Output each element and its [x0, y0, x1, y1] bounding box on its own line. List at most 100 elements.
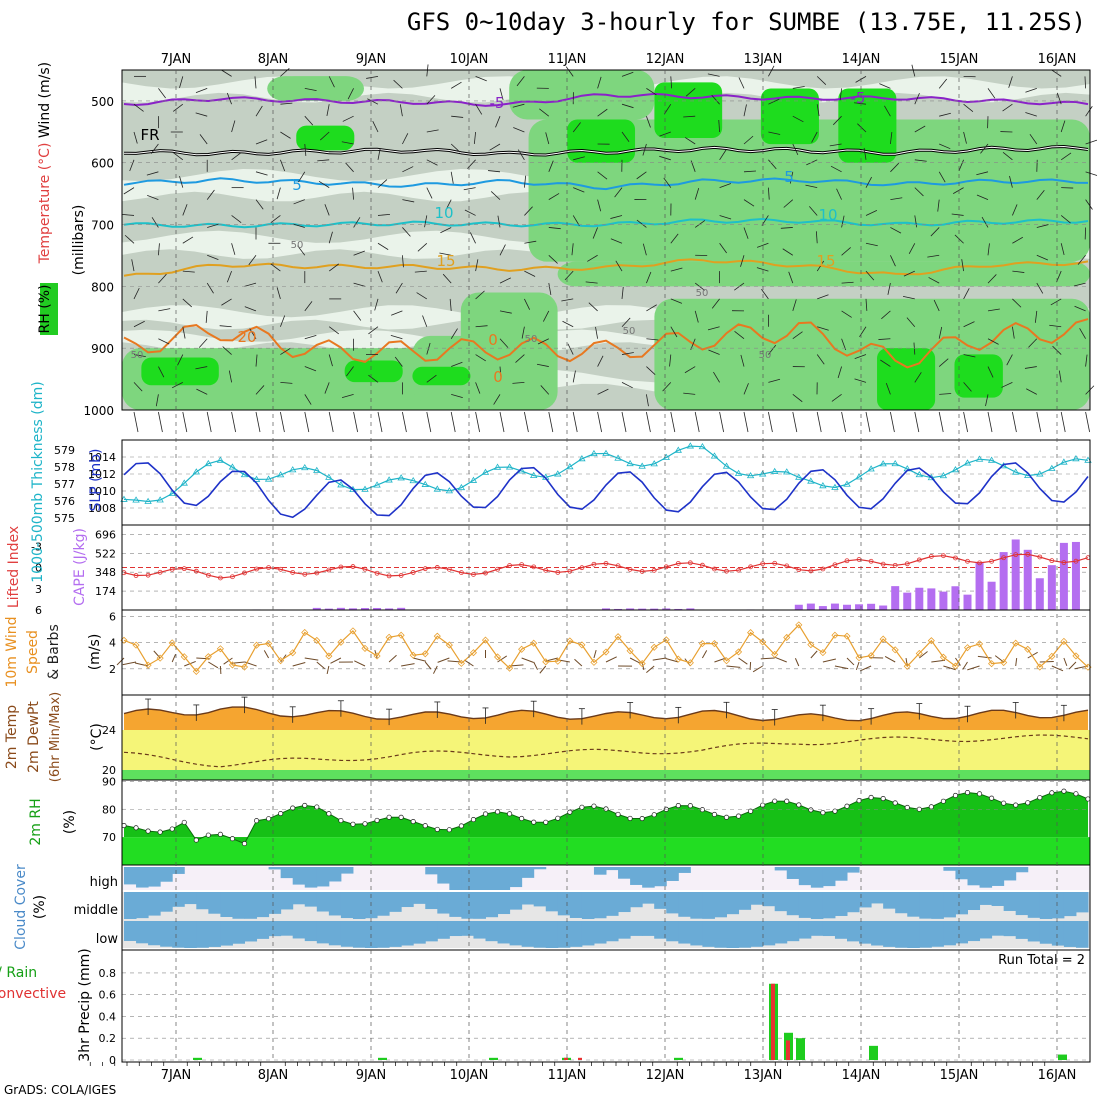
wind-barb [564, 270, 574, 281]
wind-barb-10m [1027, 651, 1038, 659]
wind-barb [255, 139, 268, 145]
precip-tick-label: 0.4 [99, 1010, 117, 1023]
temp-contour-5 [123, 177, 1089, 191]
wind-barb [304, 143, 307, 156]
wind-barb [416, 292, 428, 300]
wind-speed-point [542, 658, 550, 666]
wind-barb-10m [230, 661, 245, 664]
wind-barb [572, 122, 581, 133]
wind-barb [129, 159, 135, 172]
thickness-point [746, 471, 755, 479]
cloud-middle-bar [690, 892, 703, 919]
wind-barb [377, 147, 381, 160]
temp-tick-label: 20 [102, 764, 116, 777]
li-point [820, 566, 826, 572]
wind-barb [366, 75, 379, 79]
rh-point [374, 817, 380, 823]
cape-bar [939, 591, 948, 610]
rh-point [362, 821, 368, 827]
rh-point [832, 808, 838, 814]
wind-barb [621, 352, 634, 355]
thickness-point [361, 485, 369, 492]
wind-barb [597, 388, 609, 395]
surface-barb [865, 411, 871, 433]
thickness-point [975, 455, 984, 462]
cloud-middle-bar [919, 892, 932, 919]
wind-barb [708, 349, 720, 355]
rh-point [326, 811, 332, 817]
wind-barb [297, 245, 306, 256]
wind-barb [328, 354, 333, 367]
thickness-point [1072, 455, 1080, 462]
wind-barb [780, 227, 793, 229]
wind-barb [1034, 310, 1038, 323]
wind-barb [1024, 366, 1037, 369]
wind-barb [718, 120, 720, 133]
contour-label: 5 [784, 168, 794, 186]
wind-barb [1060, 120, 1066, 133]
wind-barb [488, 170, 501, 173]
contour-label: 0 [493, 368, 503, 386]
wind-barb-10m [967, 665, 980, 671]
wind-speed-point [626, 647, 634, 655]
wind-barb [621, 317, 631, 328]
cloud-middle-bar [136, 892, 149, 919]
surface-barb [377, 411, 383, 433]
wind-barb [903, 270, 915, 277]
li-point [639, 569, 645, 574]
wind-barb [499, 310, 512, 314]
ylabel-rh: RH (%) [37, 285, 53, 334]
temp-line [123, 706, 1089, 722]
cloud-low-bar [497, 921, 511, 944]
wind-barb-10m [521, 657, 534, 663]
wind-barb [255, 171, 268, 176]
cloud-high-bar [943, 867, 956, 871]
li-point [880, 561, 886, 567]
li-point [1073, 558, 1079, 564]
rh-point [928, 804, 934, 810]
wind-barb [839, 88, 842, 101]
cloud-middle-bar [328, 892, 342, 916]
wind-barb [195, 87, 208, 94]
surface-barb [304, 411, 310, 433]
ylabel-rh2m-units: (%) [62, 810, 78, 834]
cloud-middle-bar [1075, 892, 1089, 913]
wind-barb-10m [497, 655, 508, 663]
pressure-tick-label: 600 [91, 157, 114, 171]
contour-label: 20 [237, 328, 256, 346]
contour-label: 50 [759, 350, 772, 361]
wind-barb [1058, 370, 1062, 383]
pressure-tick-label: 1000 [83, 404, 114, 418]
wind-barb [524, 298, 531, 310]
cloud-middle-bar [642, 892, 655, 904]
wind-barb [353, 310, 362, 321]
rh-point [868, 794, 874, 801]
li-point [844, 558, 850, 564]
wind-barb [939, 143, 951, 150]
wind-barb-10m [208, 661, 219, 669]
rh-point [266, 816, 272, 822]
rh-band-green [654, 298, 1090, 410]
wind-speed-point [385, 633, 393, 641]
contour-label: 50 [131, 350, 144, 361]
rh-point [494, 809, 501, 815]
slp-thickness-panel: 1008 1010 1012 1014 575 576 577 578 579 [54, 442, 1092, 525]
cloud-middle-bar [774, 892, 788, 912]
slp-tick-label: 1014 [88, 451, 116, 464]
cape-bar [879, 605, 888, 610]
wind-barb-10m [447, 660, 462, 663]
wind-barb [280, 102, 293, 105]
li-tick-label: 6 [35, 604, 42, 617]
surface-barb [792, 411, 798, 433]
li-point [314, 570, 320, 576]
ylabel-precip-total: Total / Rain [0, 965, 37, 981]
wind-speed-point [277, 657, 285, 665]
thickness-point [469, 476, 478, 483]
rh-point [350, 821, 356, 827]
wind-speed-panel: 2 4 6 [109, 611, 1092, 676]
cloud-low-bar [124, 921, 137, 941]
cloud-high-bar [979, 867, 993, 888]
wind-speed-point [698, 640, 706, 648]
panel-frame-precip [121, 949, 1091, 1063]
rh-spot-bright [412, 366, 471, 386]
